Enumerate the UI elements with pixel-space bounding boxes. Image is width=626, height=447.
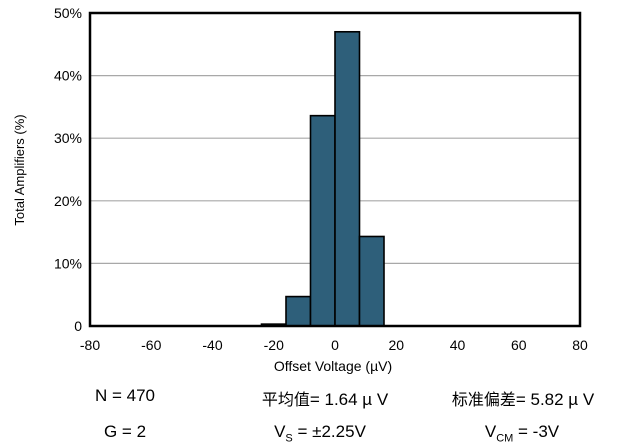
x-axis-label: Offset Voltage (µV) xyxy=(274,358,392,374)
vs-value: = ±2.25V xyxy=(292,422,366,441)
vcm-prefix: V xyxy=(484,422,497,441)
y-axis-label: Total Amplifiers (%) xyxy=(12,114,27,225)
x-tick-label: 40 xyxy=(450,337,466,353)
stats-panel: N = 470 平均值= 1.64 µ V 标准偏差= 5.82 µ V G =… xyxy=(0,378,626,447)
y-tick-label: 40% xyxy=(54,68,82,84)
vcm-value: = -3V xyxy=(513,422,560,441)
x-tick-label: 0 xyxy=(331,337,339,353)
vcm-subscript: CM xyxy=(496,432,514,445)
x-axis-ticks: -80 -60 -40 -20 0 20 40 60 80 xyxy=(80,337,588,353)
std-stat: 标准偏差= 5.82 µ V xyxy=(452,386,594,410)
y-tick-label: 20% xyxy=(54,193,82,209)
vs-subscript: S xyxy=(285,432,293,445)
supply-stat: VS = ±2.25V xyxy=(274,422,366,444)
histogram-chart: -80 -60 -40 -20 0 20 40 60 80 0 10% 20% 30% 40% 50% O… xyxy=(12,5,588,374)
y-tick-label: 0 xyxy=(74,318,82,334)
gain-stat: G = 2 xyxy=(103,422,147,441)
y-tick-label: 10% xyxy=(54,255,82,271)
mean-value: = 1.64 µ V xyxy=(309,390,389,409)
y-tick-label: 50% xyxy=(54,5,82,21)
mean-label: 平均值 xyxy=(261,390,310,409)
y-tick-label: 30% xyxy=(54,130,82,146)
mean-stat: 平均值= 1.64 µ V xyxy=(262,386,388,410)
x-tick-label: -40 xyxy=(202,337,222,353)
x-tick-label: 60 xyxy=(511,337,527,353)
vs-prefix: V xyxy=(274,422,286,441)
x-tick-label: -20 xyxy=(264,337,284,353)
vcm-stat: VCM = -3V xyxy=(485,422,559,444)
x-tick-label: 20 xyxy=(388,337,404,353)
histogram-bar xyxy=(334,30,361,327)
x-tick-label: -80 xyxy=(80,337,100,353)
std-label: 标准偏差 xyxy=(451,390,516,409)
std-value: = 5.82 µ V xyxy=(515,390,595,409)
histogram-bar xyxy=(285,295,312,327)
histogram-bar xyxy=(358,235,385,327)
histogram-bar xyxy=(309,114,336,327)
sample-count: N = 470 xyxy=(94,386,156,405)
x-tick-label: 80 xyxy=(572,337,588,353)
plot-frame xyxy=(88,11,582,328)
x-tick-label: -60 xyxy=(141,337,161,353)
y-axis-ticks: 0 10% 20% 30% 40% 50% xyxy=(54,5,82,334)
